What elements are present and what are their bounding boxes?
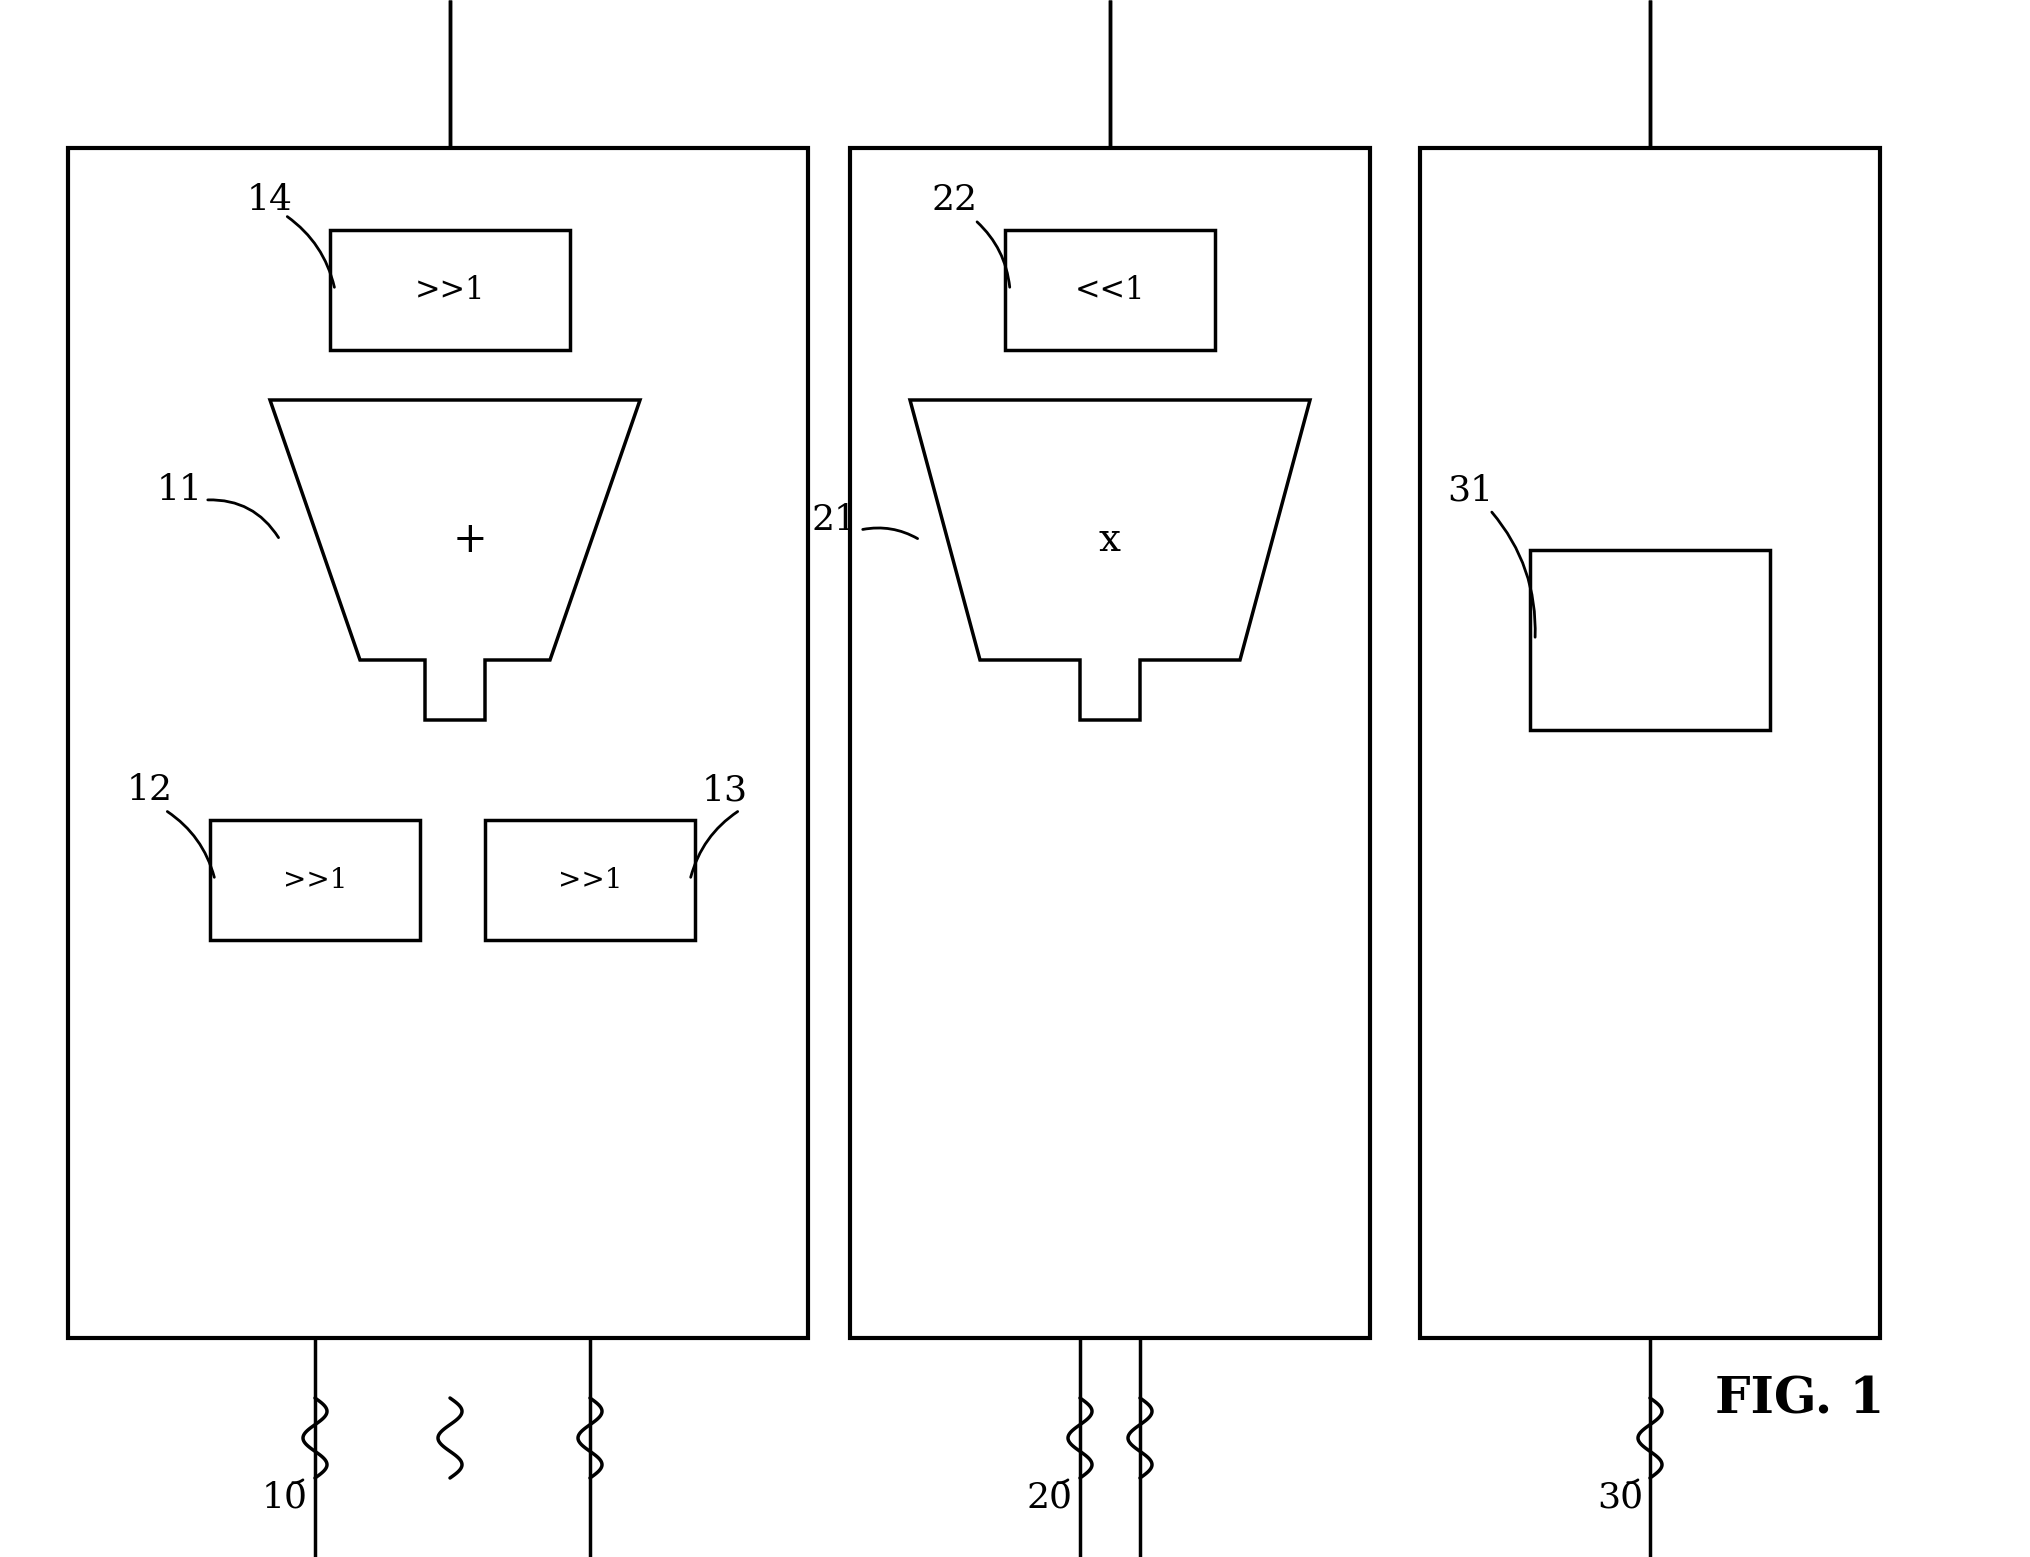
- Text: 11: 11: [156, 473, 203, 508]
- Text: 22: 22: [932, 184, 978, 216]
- Text: 31: 31: [1447, 473, 1492, 508]
- Bar: [331, 230, 570, 350]
- Text: >>1: >>1: [414, 274, 485, 305]
- Polygon shape: [270, 400, 639, 719]
- Polygon shape: [909, 400, 1309, 719]
- Bar: [851, 148, 1370, 1337]
- Text: >>1: >>1: [282, 867, 347, 894]
- Text: 14: 14: [248, 184, 292, 216]
- Text: 13: 13: [702, 772, 749, 807]
- Text: 20: 20: [1027, 1481, 1074, 1513]
- Bar: [67, 148, 808, 1337]
- Bar: [1421, 148, 1880, 1337]
- Text: 21: 21: [812, 503, 859, 537]
- Bar: [209, 821, 420, 940]
- Text: 12: 12: [128, 772, 173, 807]
- Text: >>1: >>1: [558, 867, 623, 894]
- Text: 30: 30: [1598, 1481, 1642, 1513]
- Bar: [1531, 550, 1770, 730]
- Text: 10: 10: [262, 1481, 309, 1513]
- Text: x: x: [1098, 522, 1121, 559]
- Text: +: +: [453, 518, 487, 561]
- Bar: [485, 821, 694, 940]
- Bar: [1005, 230, 1216, 350]
- Text: <<1: <<1: [1074, 274, 1145, 305]
- Text: FIG. 1: FIG. 1: [1715, 1375, 1884, 1425]
